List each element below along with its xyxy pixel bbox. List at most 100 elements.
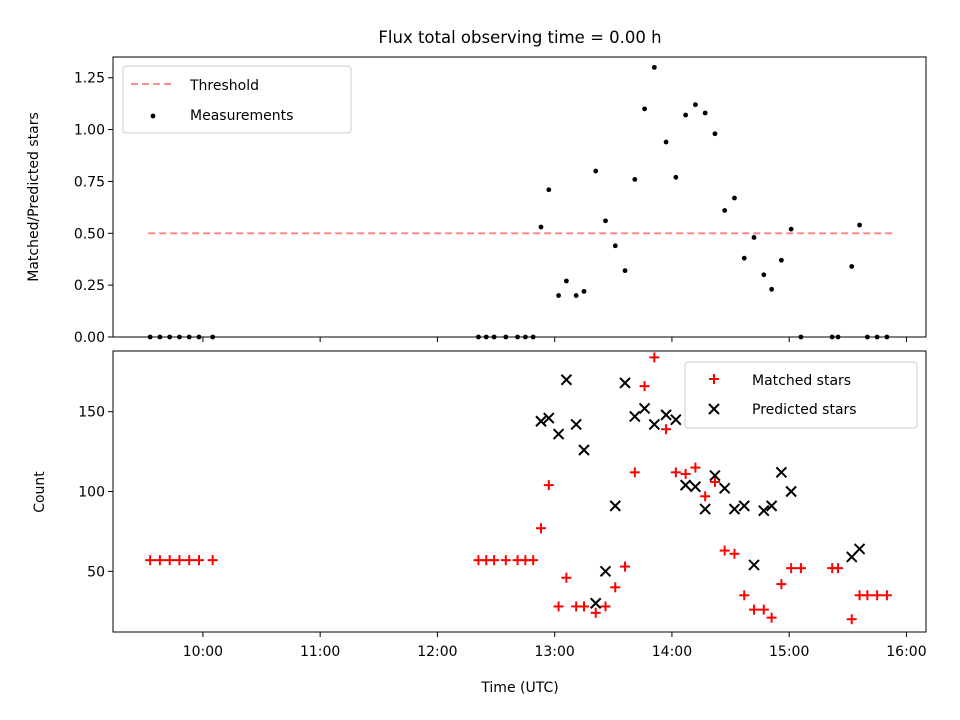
y-tick-label: 50 [87, 564, 105, 580]
measurements-legend-label: Measurements [190, 108, 293, 124]
measurement-point [741, 255, 747, 261]
x-stroke-b [578, 444, 590, 456]
x-stroke-b [699, 503, 711, 515]
x-stroke-b [599, 565, 612, 578]
x-stroke-b [619, 377, 631, 389]
matched-stars-point [610, 582, 621, 593]
matched-stars-point [795, 563, 806, 574]
matched-stars-point [184, 555, 195, 566]
x-stroke-b [609, 500, 621, 512]
measurement-point [702, 110, 708, 116]
predicted-stars-point [609, 500, 621, 512]
x-tick-label: 16:00 [886, 644, 926, 660]
matched-legend-label: Matched stars [752, 373, 851, 389]
predicted-stars-point [543, 412, 555, 424]
bottom-legend: Matched stars Predicted stars [684, 361, 918, 429]
measurement-point [788, 226, 794, 232]
bottom-axes-frame [112, 350, 927, 633]
predicted-stars-point [599, 565, 612, 578]
x-stroke-b [728, 503, 741, 515]
matched-stars-point [649, 352, 660, 363]
matched-stars-point [145, 555, 156, 566]
y-tick-label: 0.75 [74, 174, 105, 190]
x-stroke-b [535, 415, 547, 427]
predicted-stars-point [709, 469, 721, 482]
x-stroke-b [660, 409, 672, 421]
predicted-stars-point [699, 503, 711, 515]
matched-stars-point [846, 614, 857, 625]
star-count-panel: Count Time (UTC) 50 100 150 10:00 11:00 12:00… [32, 350, 927, 696]
matched-stars-point [193, 555, 204, 566]
measurement-point [603, 218, 608, 224]
predicted-stars-point [590, 597, 602, 609]
measurement-point [722, 208, 728, 213]
measurement-point [573, 293, 579, 298]
y-tick-label: 0.00 [74, 330, 105, 346]
measurement-point [556, 293, 561, 298]
measurement-point [683, 112, 689, 118]
x-stroke-b [758, 504, 770, 517]
matched-stars-point [590, 607, 601, 618]
matched-stars-point [561, 572, 572, 583]
matched-stars-point [489, 555, 500, 566]
predicted-stars-point [718, 482, 731, 495]
y-tick-label: 100 [78, 485, 105, 501]
predicted-stars-point [765, 500, 778, 512]
measurement-point [546, 187, 552, 193]
x-stroke-b [709, 469, 721, 482]
predicted-stars-point [738, 500, 750, 512]
y-tick-label: 150 [78, 405, 105, 421]
matched-stars-point [862, 590, 873, 601]
matched-stars-point [553, 601, 564, 612]
bottom-plot-area: 50 100 150 10:00 11:00 12:00 13:00 14:00 15:00 16… [78, 352, 927, 660]
matched-stars-point [500, 555, 511, 566]
measurement-point [732, 195, 737, 201]
predicted-stars-point [728, 503, 741, 515]
predicted-stars-point [785, 485, 797, 498]
top-legend-box [122, 65, 352, 134]
matched-stars-point [709, 476, 720, 487]
predicted-stars-point [638, 402, 651, 415]
measurement-point [778, 257, 784, 263]
predicted-stars-point [670, 413, 682, 426]
x-stroke-b [670, 413, 682, 426]
measurement-point [692, 102, 698, 108]
x-stroke-b [853, 543, 866, 555]
predicted-legend-swatch [708, 403, 720, 415]
matched-stars-point [749, 604, 760, 615]
measurement-point [769, 286, 775, 292]
matched-stars-point [670, 467, 681, 478]
matched-stars-point [719, 545, 730, 556]
matched-stars-point [680, 468, 691, 479]
matched-stars-point [739, 590, 750, 601]
measurement-point [538, 224, 544, 230]
x-tick-label: 15:00 [769, 644, 809, 660]
x-stroke-b [543, 412, 555, 424]
x-stroke-b [689, 481, 702, 493]
matched-stars-point [164, 555, 175, 566]
chart-title: Flux total observing time = 0.00 h [378, 28, 661, 47]
threshold-legend-label: Threshold [189, 78, 259, 94]
x-tick-label: 12:00 [417, 644, 457, 660]
x-stroke-b [552, 428, 565, 440]
predicted-stars-point [660, 409, 672, 421]
matched-stars-point [700, 491, 711, 502]
matched-stars-point [872, 590, 883, 601]
measurement-point [612, 243, 618, 249]
matched-legend-swatch [709, 374, 719, 384]
measurement-point [593, 168, 599, 174]
x-tick-label: 11:00 [300, 644, 340, 660]
measurement-point [632, 176, 638, 182]
top-legend: Threshold Measurements [122, 65, 352, 134]
predicted-legend-label: Predicted stars [752, 402, 857, 418]
top-axes-frame [112, 56, 927, 338]
measurement-point [751, 235, 757, 240]
y-tick-label: 1.25 [74, 71, 105, 87]
x-tick-label: 10:00 [183, 644, 223, 660]
flux-ratio-panel: Flux total observing time = 0.00 h Match… [26, 28, 927, 346]
predicted-stars-point [689, 481, 702, 493]
x-stroke-b [560, 374, 573, 386]
x-stroke-b [785, 485, 797, 498]
y-tick-label: 0.50 [74, 226, 105, 242]
